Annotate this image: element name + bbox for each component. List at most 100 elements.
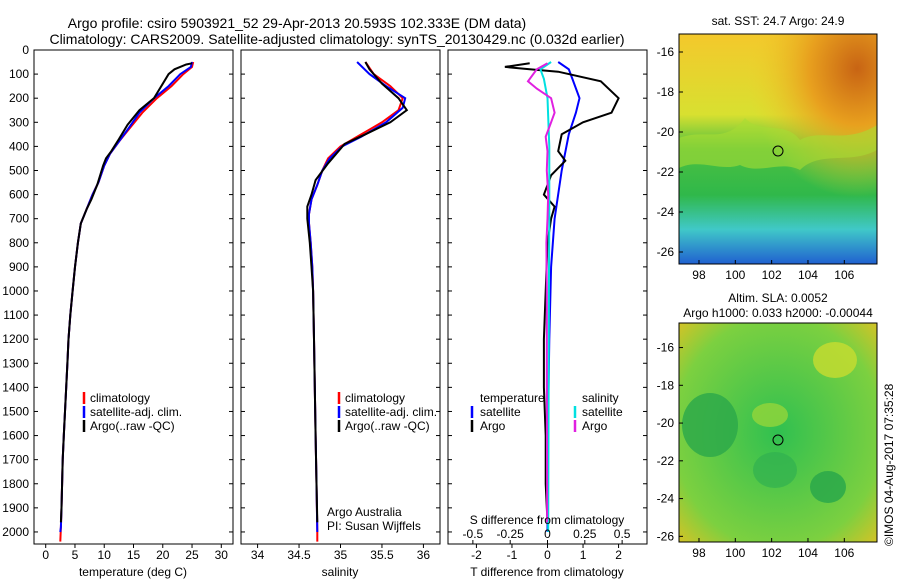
map-lat-label: -20 xyxy=(657,125,675,139)
depth-tick-label: 200 xyxy=(9,91,29,105)
map-lon-label: 98 xyxy=(692,546,706,560)
depth-tick-label: 900 xyxy=(9,260,29,274)
series-line-argo-raw-qc- xyxy=(59,62,193,523)
depth-tick-label: 1400 xyxy=(2,380,29,394)
depth-tick-label: 500 xyxy=(9,163,29,177)
map-lon-label: 102 xyxy=(762,268,782,282)
sla-map-title-1: Altim. SLA: 0.0052 xyxy=(728,291,828,305)
t-difference-x-label: T difference from climatology xyxy=(470,565,624,579)
legend-label-satellite: satellite-adj. clim. xyxy=(90,405,182,419)
map-lat-label: -22 xyxy=(657,454,675,468)
legend-label-argo: Argo(..raw -QC) xyxy=(90,419,175,433)
sla-map-title-2: Argo h1000: 0.033 h2000: -0.00044 xyxy=(683,306,873,320)
x-tick-label: 5 xyxy=(72,548,79,562)
x-tick-label: 34.5 xyxy=(287,548,311,562)
x-tick-label: -2 xyxy=(471,548,482,562)
depth-tick-label: 1900 xyxy=(2,501,29,515)
sla-map-low-2 xyxy=(810,471,846,503)
s-diff-tick-label: 0.5 xyxy=(614,527,631,541)
map-lat-label: -26 xyxy=(657,529,675,543)
s-diff-tick-label: 0 xyxy=(544,527,551,541)
depth-tick-label: 600 xyxy=(9,188,29,202)
x-tick-label: 35 xyxy=(334,548,348,562)
depth-tick-label: 1000 xyxy=(2,284,29,298)
title-line-1: Argo profile: csiro 5903921_52 29-Apr-20… xyxy=(68,15,526,31)
sst-map-title: sat. SST: 24.7 Argo: 24.9 xyxy=(712,14,845,28)
legend-label-climatology: climatology xyxy=(345,391,405,405)
x-tick-label: 36 xyxy=(417,548,431,562)
series-line-salinity-satellite xyxy=(539,61,552,533)
map-lat-label: -18 xyxy=(657,378,675,392)
depth-tick-label: 1300 xyxy=(2,356,29,370)
depth-axis: 0 100 200 300 400 500 600 700 800 900 1000 1100 1200… xyxy=(2,43,647,539)
series-line-satellite-adj-clim- xyxy=(308,61,407,533)
map-lat-label: -26 xyxy=(657,245,675,259)
salinity-x-label: salinity xyxy=(322,565,359,579)
map-lon-label: 100 xyxy=(725,268,745,282)
s-difference-x-label: S difference from climatology xyxy=(470,513,625,527)
x-tick-label: 2 xyxy=(615,548,622,562)
depth-tick-label: 700 xyxy=(9,212,29,226)
annotation-argo-australia: Argo Australia xyxy=(327,505,402,519)
temperature-x-axis: 0 5 10 15 20 25 30 xyxy=(42,544,228,562)
depth-tick-label: 0 xyxy=(22,43,29,57)
series-line-climatology xyxy=(59,61,195,542)
map-lon-label: 98 xyxy=(692,268,706,282)
sst-map xyxy=(678,33,878,265)
sla-map-frame xyxy=(678,322,878,543)
x-tick-label: 1 xyxy=(580,548,587,562)
map-lon-label: 106 xyxy=(834,268,854,282)
depth-tick-label: 1600 xyxy=(2,429,29,443)
map-lat-label: -20 xyxy=(657,416,675,430)
annotation-pi: PI: Susan Wijffels xyxy=(327,519,421,533)
sla-map-low-3 xyxy=(753,452,797,488)
title-line-2: Climatology: CARS2009. Satellite-adjuste… xyxy=(49,31,624,47)
legend-label-satellite: satellite-adj. clim. xyxy=(345,405,437,419)
depth-tick-label: 400 xyxy=(9,139,29,153)
series-line-climatology xyxy=(308,61,404,542)
sst-map-axes: -16 -18 -20 -22 -24 -26 98 100 102 104 106 xyxy=(657,45,855,282)
s-diff-tick-label: 0.25 xyxy=(573,527,597,541)
x-tick-label: 35.5 xyxy=(370,548,394,562)
temperature-x-label: temperature (deg C) xyxy=(79,565,187,579)
s-diff-tick-label: -0.25 xyxy=(497,527,525,541)
difference-legend: temperature satellite Argo salinity sate… xyxy=(470,391,623,433)
legend-label-sal-argo: Argo xyxy=(582,419,608,433)
legend-temperature-heading: temperature xyxy=(480,391,545,405)
x-tick-label: 34 xyxy=(251,548,265,562)
argo-position-marker xyxy=(772,434,784,446)
t-difference-x-axis: -2 -1 0 1 2 xyxy=(471,544,622,562)
legend-label-climatology: climatology xyxy=(90,391,150,405)
x-tick-label: 15 xyxy=(127,548,141,562)
temperature-profile-plot xyxy=(59,61,195,542)
depth-tick-label: 1200 xyxy=(2,332,29,346)
salinity-x-axis: 34 34.5 35 35.5 36 xyxy=(251,544,431,562)
x-tick-label: 0 xyxy=(42,548,49,562)
salinity-profile-plot xyxy=(306,61,409,542)
sla-map-high-1 xyxy=(813,342,857,378)
s-diff-tick-label: -0.5 xyxy=(463,527,484,541)
legend-salinity-heading: salinity xyxy=(582,391,619,405)
depth-tick-label: 300 xyxy=(9,115,29,129)
map-lat-label: -24 xyxy=(657,205,675,219)
x-tick-label: 30 xyxy=(215,548,229,562)
salinity-panel-frame xyxy=(240,49,441,545)
depth-tick-label: 1100 xyxy=(3,308,29,322)
map-lat-label: -18 xyxy=(657,85,675,99)
sst-map-frame xyxy=(678,33,878,265)
salinity-legend: climatology satellite-adj. clim. Argo(..… xyxy=(327,391,437,533)
series-line-temperature-argo xyxy=(504,62,620,523)
sla-map-high-2 xyxy=(752,403,788,427)
depth-tick-label: 800 xyxy=(9,236,29,250)
depth-tick-label: 1800 xyxy=(2,477,29,491)
x-tick-label: 20 xyxy=(156,548,170,562)
map-lat-label: -16 xyxy=(657,341,675,355)
difference-profile-plot xyxy=(504,61,620,533)
series-line-satellite-adj-clim- xyxy=(59,61,193,533)
series-line-argo-raw-qc- xyxy=(306,61,409,523)
sla-map-axes: -16 -18 -20 -22 -24 -26 98 100 102 104 106 xyxy=(657,341,855,560)
sla-map-low-1 xyxy=(682,393,738,457)
legend-label-temp-argo: Argo xyxy=(480,419,506,433)
x-tick-label: 25 xyxy=(185,548,199,562)
